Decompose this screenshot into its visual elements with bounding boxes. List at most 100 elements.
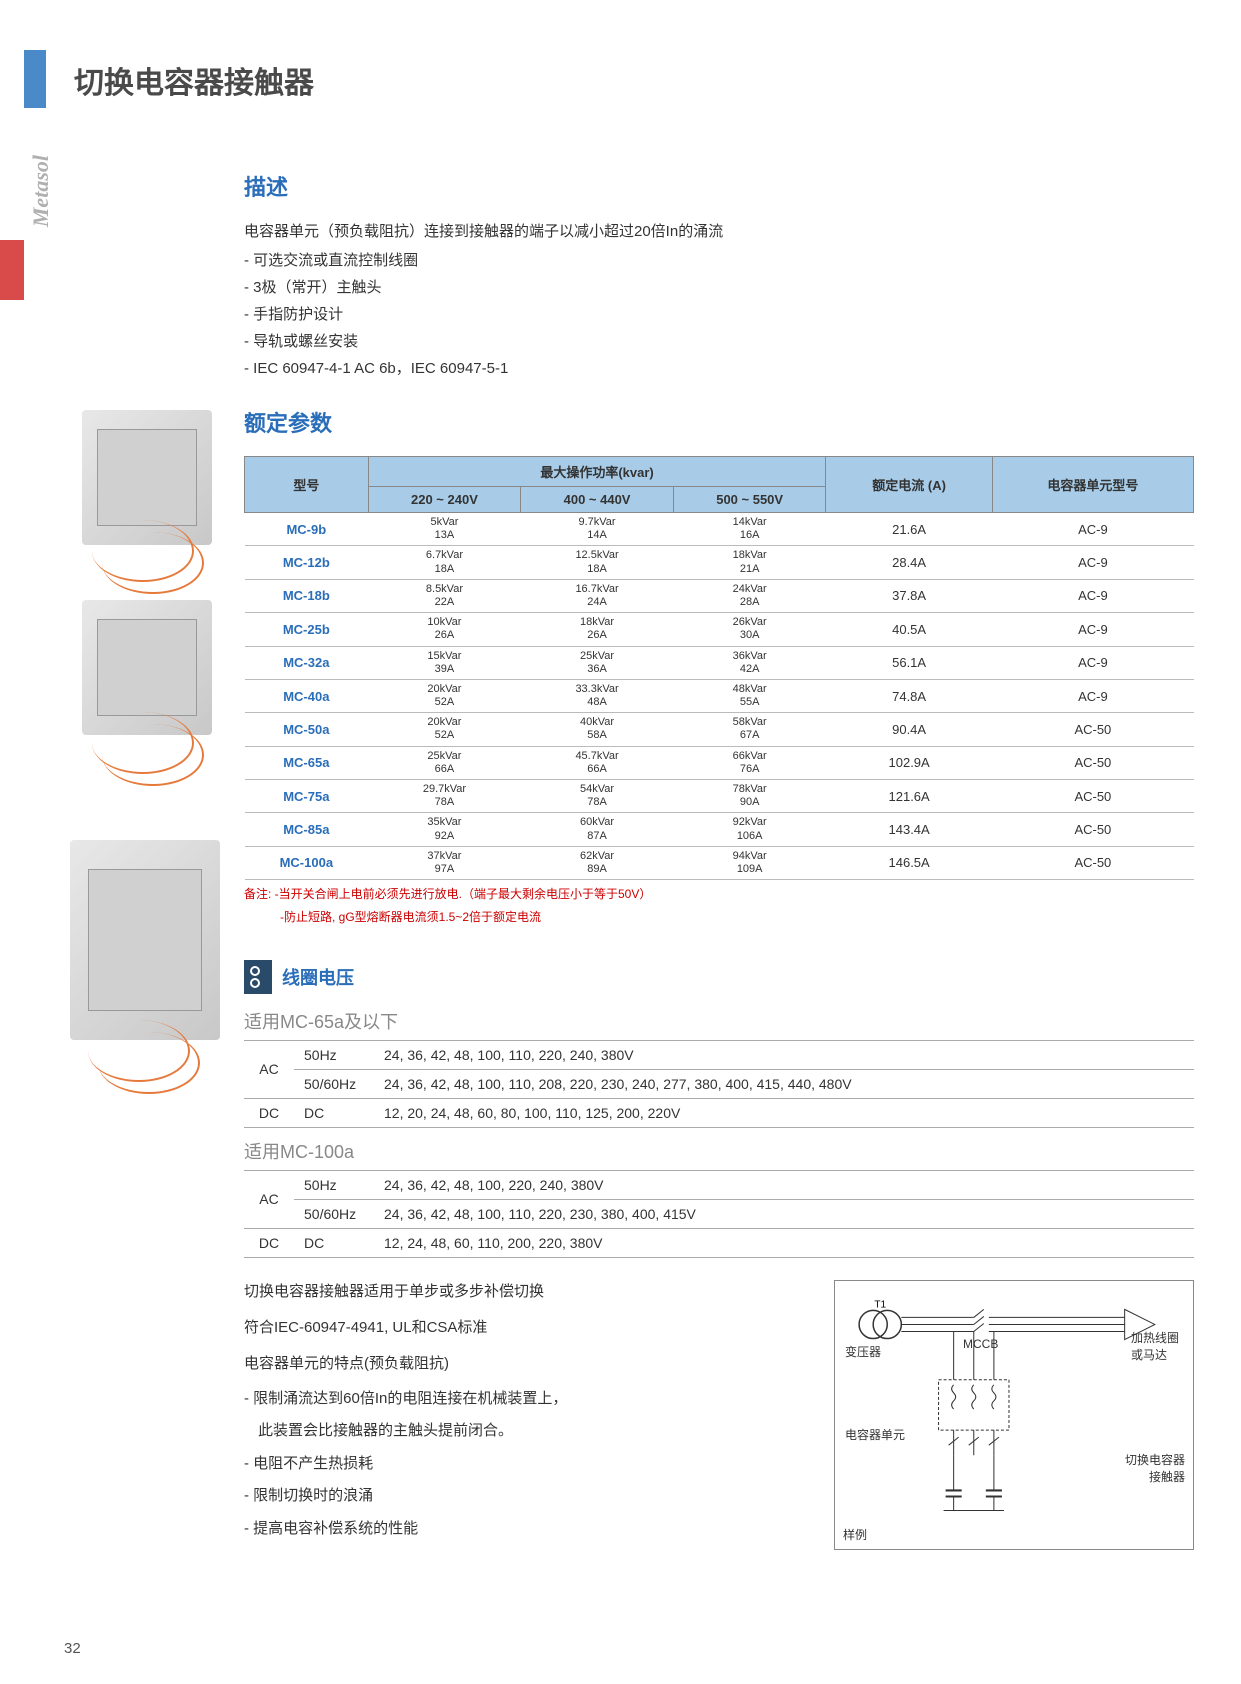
cell-v1: 29.7kVar78A <box>368 780 521 813</box>
description-section: 描述 电容器单元（预负载阻抗）连接到接触器的端子以减小超过20倍In的涌流 可选… <box>244 170 1194 378</box>
cell-v2: 16.7kVar24A <box>521 579 674 612</box>
cell-unit: AC-50 <box>992 846 1193 879</box>
cell-current: 56.1A <box>826 646 992 679</box>
cell-v3: 92kVar106A <box>673 813 826 846</box>
cell-v1: 20kVar52A <box>368 679 521 712</box>
bottom-l1: 限制涌流达到60倍In的电阻连接在机械装置上， <box>244 1388 814 1411</box>
product-image-3 <box>70 840 220 1040</box>
table-row: MC-18b8.5kVar22A16.7kVar24A24kVar28A37.8… <box>245 579 1194 612</box>
side-red-bar <box>0 240 24 300</box>
ratings-table: 型号 最大操作功率(kvar) 额定电流 (A) 电容器单元型号 220 ~ 2… <box>244 456 1194 880</box>
cell-current: 74.8A <box>826 679 992 712</box>
product-wires-2 <box>82 732 212 772</box>
cell-model: MC-65a <box>245 746 369 779</box>
table-row: MC-40a20kVar52A33.3kVar48A48kVar55A74.8A… <box>245 679 1194 712</box>
description-item: 可选交流或直流控制线圈 <box>244 249 1194 270</box>
cell-v1: 8.5kVar22A <box>368 579 521 612</box>
coil2-r3v: 12, 24, 48, 60, 110, 200, 220, 380V <box>374 1228 1194 1257</box>
cell-current: 90.4A <box>826 713 992 746</box>
diagram-t1-label: T1 <box>874 1299 886 1310</box>
coil-sub1: 适用MC-65a及以下 <box>244 1008 1194 1034</box>
th-v3: 500 ~ 550V <box>673 487 826 513</box>
coil2-r1f: 50Hz <box>294 1170 374 1199</box>
description-item: 3极（常开）主触头 <box>244 276 1194 297</box>
cell-v1: 5kVar13A <box>368 513 521 546</box>
cell-v2: 45.7kVar66A <box>521 746 674 779</box>
coil2-r2v: 24, 36, 42, 48, 100, 110, 220, 230, 380,… <box>374 1199 1194 1228</box>
description-item: IEC 60947-4-1 AC 6b，IEC 60947-5-1 <box>244 357 1194 378</box>
cell-current: 37.8A <box>826 579 992 612</box>
cell-v2: 33.3kVar48A <box>521 679 674 712</box>
coil-table-2: AC 50Hz 24, 36, 42, 48, 100, 220, 240, 3… <box>244 1170 1194 1258</box>
coil1-ac: AC <box>244 1040 294 1098</box>
coil1-r3f: DC <box>294 1098 374 1127</box>
bottom-l3: 限制切换时的浪涌 <box>244 1485 814 1508</box>
coil-table-1: AC 50Hz 24, 36, 42, 48, 100, 110, 220, 2… <box>244 1040 1194 1128</box>
description-heading: 描述 <box>244 170 1194 202</box>
diagram-contactor: 切换电容器 接触器 <box>1125 1451 1185 1485</box>
cell-v1: 6.7kVar18A <box>368 546 521 579</box>
cell-current: 121.6A <box>826 780 992 813</box>
table-row: MC-50a20kVar52A40kVar58A58kVar67A90.4AAC… <box>245 713 1194 746</box>
cell-current: 40.5A <box>826 613 992 646</box>
bottom-l1b: 此装置会比接触器的主触头提前闭合。 <box>258 1420 814 1443</box>
cell-model: MC-100a <box>245 846 369 879</box>
table-row: MC-65a25kVar66A45.7kVar66A66kVar76A102.9… <box>245 746 1194 779</box>
cell-unit: AC-50 <box>992 746 1193 779</box>
cell-v3: 94kVar109A <box>673 846 826 879</box>
coil-heading: 线圈电压 <box>282 964 354 990</box>
description-item: 导轨或螺丝安装 <box>244 330 1194 351</box>
cell-v2: 12.5kVar18A <box>521 546 674 579</box>
table-row: MC-75a29.7kVar78A54kVar78A78kVar90A121.6… <box>245 780 1194 813</box>
cell-model: MC-18b <box>245 579 369 612</box>
cell-unit: AC-9 <box>992 646 1193 679</box>
cell-v3: 58kVar67A <box>673 713 826 746</box>
description-list: 可选交流或直流控制线圈 3极（常开）主触头手指防护设计导轨或螺丝安装 IEC 609… <box>244 249 1194 378</box>
cell-v3: 24kVar28A <box>673 579 826 612</box>
cell-current: 21.6A <box>826 513 992 546</box>
description-intro: 电容器单元（预负载阻抗）连接到接触器的端子以减小超过20倍In的涌流 <box>244 220 1194 241</box>
ratings-note2: -防止短路, gG型熔断器电流须1.5~2倍于额定电流 <box>280 909 1194 926</box>
header-accent-block <box>24 50 46 108</box>
th-v1: 220 ~ 240V <box>368 487 521 513</box>
cell-current: 102.9A <box>826 746 992 779</box>
cell-unit: AC-9 <box>992 579 1193 612</box>
product-wires-3 <box>78 1040 208 1080</box>
cell-v3: 66kVar76A <box>673 746 826 779</box>
table-row: MC-32a15kVar39A25kVar36A36kVar42A56.1AAC… <box>245 646 1194 679</box>
cell-v1: 15kVar39A <box>368 646 521 679</box>
cell-v2: 40kVar58A <box>521 713 674 746</box>
bottom-text: 切换电容器接触器适用于单步或多步补偿切换 符合IEC-60947-4941, U… <box>244 1280 814 1551</box>
th-model: 型号 <box>245 457 369 513</box>
cell-v2: 62kVar89A <box>521 846 674 879</box>
bottom-p1: 切换电容器接触器适用于单步或多步补偿切换 <box>244 1280 814 1304</box>
cell-current: 146.5A <box>826 846 992 879</box>
page-title: 切换电容器接触器 <box>74 58 314 102</box>
coil2-dc: DC <box>244 1228 294 1257</box>
cell-v3: 26kVar30A <box>673 613 826 646</box>
cell-v1: 25kVar66A <box>368 746 521 779</box>
cell-model: MC-75a <box>245 780 369 813</box>
cell-model: MC-12b <box>245 546 369 579</box>
ratings-note1: 备注: -当开关合闸上电前必须先进行放电.（端子最大剩余电压小于等于50V） <box>244 886 1194 903</box>
coil1-r2f: 50/60Hz <box>294 1069 374 1098</box>
bottom-l4: 提高电容补偿系统的性能 <box>244 1518 814 1541</box>
coil1-r1f: 50Hz <box>294 1040 374 1069</box>
product-wires-1 <box>82 540 212 580</box>
bottom-p2: 符合IEC-60947-4941, UL和CSA标准 <box>244 1316 814 1340</box>
table-row: MC-9b5kVar13A9.7kVar14A14kVar16A21.6AAC-… <box>245 513 1194 546</box>
cell-unit: AC-9 <box>992 546 1193 579</box>
diagram-heater: 加热线圈 或马达 <box>1131 1329 1179 1363</box>
cell-current: 143.4A <box>826 813 992 846</box>
cell-unit: AC-9 <box>992 679 1193 712</box>
diagram-transformer: 变压器 <box>845 1343 881 1360</box>
bottom-section: 切换电容器接触器适用于单步或多步补偿切换 符合IEC-60947-4941, U… <box>244 1280 1194 1551</box>
description-item: 手指防护设计 <box>244 303 1194 324</box>
coil-icon <box>244 960 272 994</box>
cell-v2: 25kVar36A <box>521 646 674 679</box>
table-row: MC-100a37kVar97A62kVar89A94kVar109A146.5… <box>245 846 1194 879</box>
cell-v3: 36kVar42A <box>673 646 826 679</box>
bottom-l2: 电阻不产生热损耗 <box>244 1453 814 1476</box>
diagram-mccb: MCCB <box>963 1337 998 1351</box>
cell-unit: AC-50 <box>992 813 1193 846</box>
